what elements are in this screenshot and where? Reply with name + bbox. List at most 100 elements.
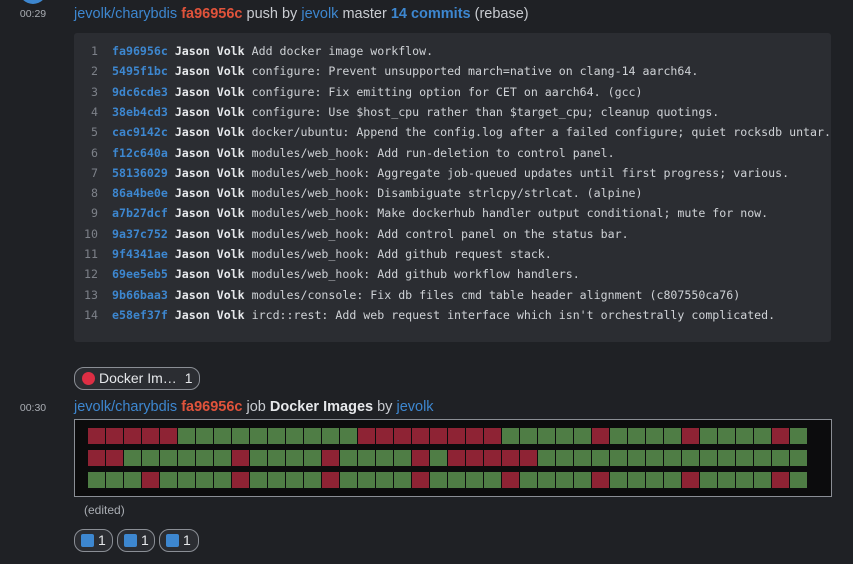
status-fail[interactable] [376, 428, 393, 444]
status-fail[interactable] [448, 450, 465, 466]
status-fail[interactable] [520, 450, 537, 466]
status-pass[interactable] [232, 428, 249, 444]
status-pass[interactable] [574, 428, 591, 444]
status-pass[interactable] [772, 450, 789, 466]
status-pass[interactable] [556, 428, 573, 444]
reaction[interactable]: 1 [74, 529, 113, 552]
status-pass[interactable] [214, 450, 231, 466]
commit-hash[interactable]: 5495f1bc [112, 64, 168, 79]
status-pass[interactable] [664, 450, 681, 466]
user[interactable]: jevolk [301, 6, 339, 22]
status-pass[interactable] [502, 428, 519, 444]
status-pass[interactable] [178, 428, 195, 444]
status-fail[interactable] [142, 472, 159, 488]
status-fail[interactable] [772, 428, 789, 444]
reaction[interactable]: 1 [117, 529, 155, 552]
status-pass[interactable] [304, 472, 321, 488]
commit-hash[interactable]: 9b66baa3 [112, 287, 168, 302]
status-fail[interactable] [484, 428, 501, 444]
status-pass[interactable] [340, 428, 357, 444]
status-pass[interactable] [358, 472, 375, 488]
status-pass[interactable] [574, 450, 591, 466]
status-pass[interactable] [520, 428, 537, 444]
status-pass[interactable] [556, 450, 573, 466]
status-fail[interactable] [160, 428, 177, 444]
status-pass[interactable] [160, 472, 177, 488]
status-pass[interactable] [376, 450, 393, 466]
commit-hash[interactable]: 69ee5eb5 [112, 267, 168, 282]
status-pass[interactable] [286, 428, 303, 444]
status-pass[interactable] [664, 472, 681, 488]
status-fail[interactable] [430, 428, 447, 444]
commit-hash[interactable]: 9a37c752 [112, 226, 168, 241]
status-pass[interactable] [448, 472, 465, 488]
status-pass[interactable] [196, 450, 213, 466]
status-pass[interactable] [646, 450, 663, 466]
status-pass[interactable] [538, 450, 555, 466]
status-pass[interactable] [394, 472, 411, 488]
status-fail[interactable] [394, 428, 411, 444]
status-pass[interactable] [754, 428, 771, 444]
status-pass[interactable] [88, 472, 105, 488]
status-pass[interactable] [250, 450, 267, 466]
status-pass[interactable] [700, 450, 717, 466]
status-pass[interactable] [124, 472, 141, 488]
hash[interactable]: fa96956c [181, 6, 243, 22]
commit-hash[interactable]: f12c640a [112, 145, 168, 160]
status-fail[interactable] [412, 450, 429, 466]
status-pass[interactable] [718, 450, 735, 466]
commit-hash[interactable]: fa96956c [112, 44, 168, 58]
status-pass[interactable] [196, 472, 213, 488]
status-pass[interactable] [286, 450, 303, 466]
status-pass[interactable] [700, 428, 717, 444]
status-pass[interactable] [790, 472, 807, 488]
status-fail[interactable] [592, 428, 609, 444]
status-pass[interactable] [250, 428, 267, 444]
avatar[interactable] [19, 0, 47, 4]
status-pass[interactable] [430, 472, 447, 488]
status-pass[interactable] [304, 450, 321, 466]
status-fail[interactable] [448, 428, 465, 444]
status-pass[interactable] [754, 472, 771, 488]
status-pass[interactable] [322, 428, 339, 444]
status-pass[interactable] [700, 472, 717, 488]
status-fail[interactable] [682, 428, 699, 444]
status-pass[interactable] [214, 428, 231, 444]
status-pass[interactable] [736, 472, 753, 488]
status-fail[interactable] [88, 450, 105, 466]
status-pass[interactable] [142, 450, 159, 466]
commit-hash[interactable]: cac9142c [112, 125, 168, 140]
status-pass[interactable] [196, 428, 213, 444]
repo[interactable]: jevolk/charybdis [74, 399, 178, 415]
status-pass[interactable] [790, 450, 807, 466]
status-pass[interactable] [664, 428, 681, 444]
status-fail[interactable] [466, 428, 483, 444]
commit-hash[interactable]: 9f4341ae [112, 247, 168, 261]
status-pass[interactable] [358, 450, 375, 466]
status-pass[interactable] [268, 472, 285, 488]
status-pass[interactable] [538, 428, 555, 444]
hash[interactable]: fa96956c [181, 399, 243, 415]
status-fail[interactable] [772, 472, 789, 488]
status-pass[interactable] [646, 472, 663, 488]
commit-hash[interactable]: 58136029 [112, 165, 168, 180]
status-pass[interactable] [736, 428, 753, 444]
repo[interactable]: jevolk/charybdis [74, 6, 178, 22]
status-pass[interactable] [610, 450, 627, 466]
status-fail[interactable] [682, 472, 699, 488]
status-pass[interactable] [646, 428, 663, 444]
status-fail[interactable] [484, 450, 501, 466]
reaction[interactable]: Docker Im… 1 [74, 367, 200, 390]
status-fail[interactable] [322, 472, 339, 488]
status-pass[interactable] [178, 472, 195, 488]
status-pass[interactable] [754, 450, 771, 466]
status-fail[interactable] [106, 450, 123, 466]
reaction[interactable]: 1 [159, 529, 199, 552]
status-fail[interactable] [412, 472, 429, 488]
status-fail[interactable] [502, 450, 519, 466]
status-pass[interactable] [250, 472, 267, 488]
status-pass[interactable] [394, 450, 411, 466]
status-pass[interactable] [574, 472, 591, 488]
status-pass[interactable] [628, 450, 645, 466]
status-pass[interactable] [628, 472, 645, 488]
